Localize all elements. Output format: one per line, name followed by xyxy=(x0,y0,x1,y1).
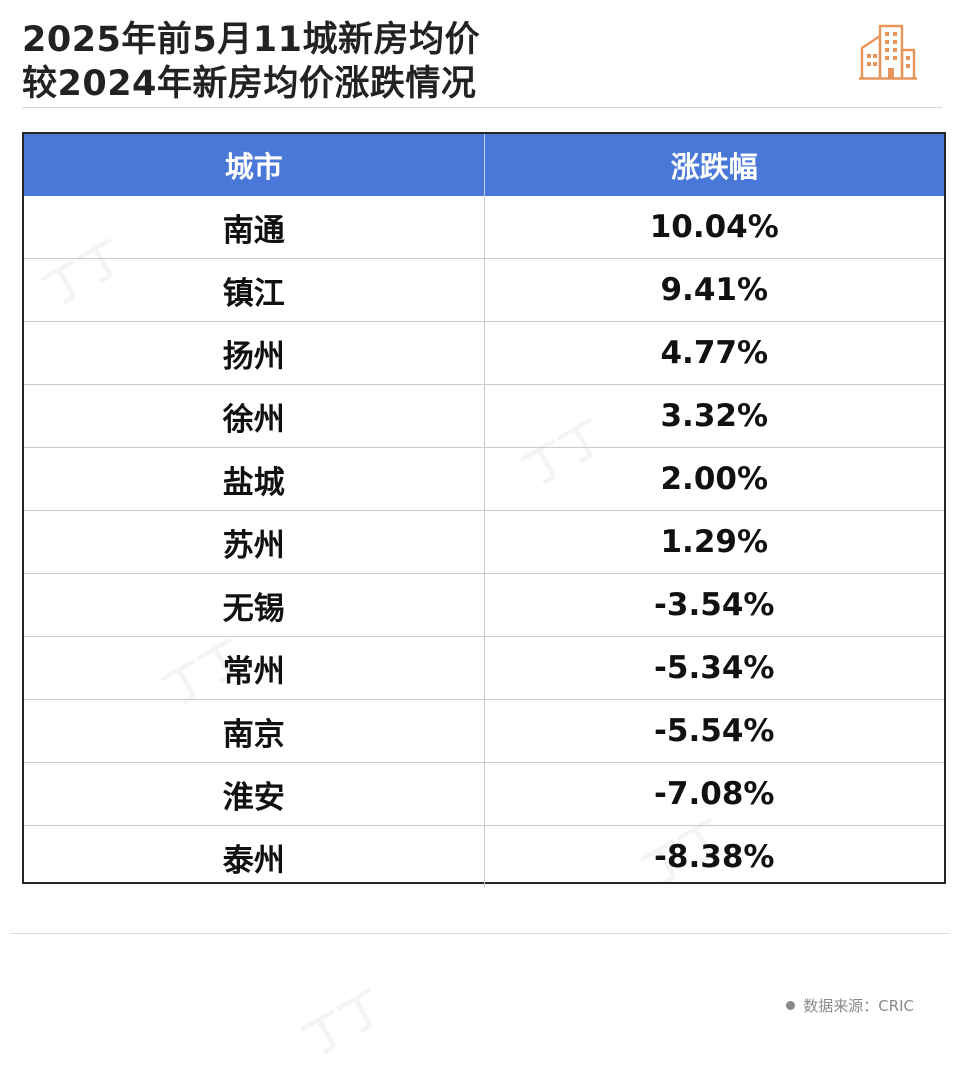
change-cell: 10.04% xyxy=(649,209,779,245)
city-cell: 无锡 xyxy=(24,573,485,637)
price-change-table: 城市 涨跌幅 南通 10.04% 镇江 9.41% 扬州 4.77% 徐州 3.32% 盐城 2.… xyxy=(22,132,946,888)
table-row: 盐城 2.00% xyxy=(24,447,944,511)
table-row: 徐州 3.32% xyxy=(24,384,944,448)
watermark: 丁丁 xyxy=(290,973,393,1068)
change-cell: 3.32% xyxy=(484,384,944,448)
page-title: 2025年前5月11城新房均价 较2024年新房均价涨跌情况 xyxy=(22,18,480,106)
change-cell: 1.29% xyxy=(484,510,944,574)
table-body: 南通 10.04% 镇江 9.41% 扬州 4.77% 徐州 3.32% 盐城 2.00% 苏州 1.… xyxy=(24,196,944,888)
table-row: 镇江 9.41% xyxy=(24,258,944,322)
bullet-icon xyxy=(786,1001,796,1010)
title-line-2: 较2024年新房均价涨跌情况 xyxy=(22,64,477,104)
city-cell: 徐州 xyxy=(24,384,485,448)
table-row: 泰州 -8.38% xyxy=(24,825,944,888)
data-source: 数据来源：CRIC xyxy=(786,995,914,1016)
city-cell: 淮安 xyxy=(24,762,485,826)
column-header-city: 城市 xyxy=(24,134,485,196)
table-row: 淮安 -7.08% xyxy=(24,762,944,826)
city-cell: 常州 xyxy=(24,636,485,700)
table-row: 南通 10.04% xyxy=(24,196,944,259)
change-cell: 4.77% xyxy=(484,321,944,385)
change-cell: -3.54% xyxy=(484,573,944,637)
buildings-icon xyxy=(859,24,917,80)
change-cell: -5.34% xyxy=(484,636,944,700)
city-cell: 南京 xyxy=(24,699,485,763)
city-cell: 扬州 xyxy=(24,321,485,385)
table-row: 苏州 1.29% xyxy=(24,510,944,574)
city-cell: 泰州 xyxy=(24,825,485,888)
title-divider xyxy=(22,107,942,108)
city-cell: 镇江 xyxy=(24,258,485,322)
data-source-label: 数据来源：CRIC xyxy=(803,997,914,1015)
change-cell: -7.08% xyxy=(484,762,944,826)
table-row: 无锡 -3.54% xyxy=(24,573,944,637)
change-cell: -8.38% xyxy=(484,825,944,888)
table-header-row: 城市 涨跌幅 xyxy=(24,134,944,196)
change-cell: -5.54% xyxy=(484,699,944,763)
table-row: 扬州 4.77% xyxy=(24,321,944,385)
column-header-change: 涨跌幅 xyxy=(484,134,944,196)
table-row: 常州 -5.34% xyxy=(24,636,944,700)
footer-divider xyxy=(10,933,950,934)
city-cell: 南通 xyxy=(24,196,485,259)
title-line-1: 2025年前5月11城新房均价 xyxy=(22,20,480,60)
table-row: 南京 -5.54% xyxy=(24,699,944,763)
city-cell: 苏州 xyxy=(24,510,485,574)
city-cell: 盐城 xyxy=(24,447,485,511)
change-cell: 9.41% xyxy=(484,258,944,322)
change-cell: 2.00% xyxy=(484,447,944,511)
